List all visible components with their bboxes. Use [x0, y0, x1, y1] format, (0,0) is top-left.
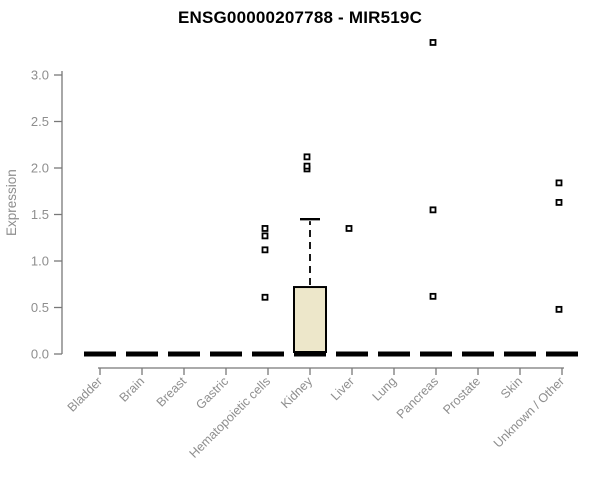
outlier-point	[555, 199, 563, 206]
x-tick-label: Pancreas	[394, 374, 441, 421]
outlier-point	[303, 162, 311, 170]
chart-title: ENSG00000207788 - MIR519C	[177, 8, 423, 27]
x-tick-label: Lung	[370, 374, 400, 404]
median-bar	[504, 351, 536, 357]
median-bar	[420, 351, 452, 357]
median-bar	[84, 351, 116, 357]
y-tick-label: 0.0	[31, 347, 49, 362]
x-tick-label: Skin	[498, 374, 525, 401]
y-tick-label: 3.0	[31, 68, 49, 83]
x-tick-label: Brain	[117, 374, 148, 405]
x-tick-label: Gastric	[193, 374, 231, 412]
outlier-point	[261, 293, 269, 301]
median-bar	[210, 351, 242, 357]
x-tick-label: Prostate	[440, 374, 483, 417]
x-tick-label: Hematopoietic cells	[187, 374, 274, 461]
y-tick-label: 1.0	[31, 254, 49, 269]
outlier-point	[345, 225, 353, 232]
median-bar	[462, 351, 494, 357]
outlier-point	[429, 292, 437, 300]
x-tick-label: Unknown / Other	[491, 374, 567, 450]
outlier-point	[429, 206, 437, 214]
x-tick-label: Kidney	[278, 374, 315, 411]
x-tick-label: Bladder	[65, 374, 105, 414]
median-bar	[252, 351, 284, 357]
outlier-point	[261, 232, 269, 240]
median-bar	[168, 351, 200, 357]
y-tick-label: 2.5	[31, 114, 49, 129]
median-bar	[336, 351, 368, 357]
median-bar	[294, 351, 326, 357]
x-tick-label: Breast	[154, 374, 190, 410]
outlier-point	[555, 305, 563, 313]
outlier-point	[261, 225, 269, 232]
y-tick-label: 0.5	[31, 300, 49, 315]
median-bar	[126, 351, 158, 357]
median-bar	[546, 351, 578, 357]
box	[293, 286, 327, 354]
outlier-point	[555, 179, 563, 187]
outlier-point	[261, 246, 269, 254]
median-bar	[378, 351, 410, 357]
y-tick-label: 1.5	[31, 207, 49, 222]
outlier-point	[303, 153, 311, 161]
y-tick-label: 2.0	[31, 161, 49, 176]
outlier-point	[429, 39, 437, 46]
x-tick-label: Liver	[328, 374, 357, 403]
